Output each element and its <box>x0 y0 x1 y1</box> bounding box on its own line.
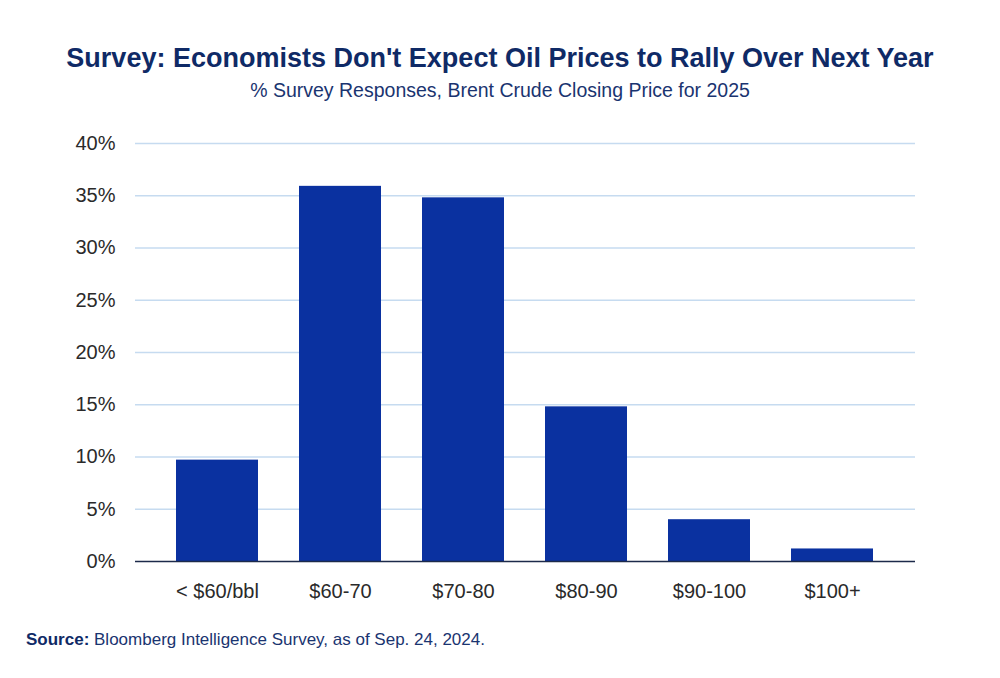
svg-text:$90-100: $90-100 <box>673 580 746 602</box>
svg-text:< $60/bbl: < $60/bbl <box>176 580 259 602</box>
svg-text:35%: 35% <box>75 184 115 206</box>
svg-text:15%: 15% <box>75 393 115 415</box>
svg-text:$70-80: $70-80 <box>432 580 494 602</box>
svg-text:$100+: $100+ <box>804 580 860 602</box>
svg-text:30%: 30% <box>75 236 115 258</box>
svg-text:$80-90: $80-90 <box>555 580 617 602</box>
html-text:Survey: Economists Don't Expec: Survey: Economists Don't Expect Oil Pric… <box>66 43 934 73</box>
svg-text:5%: 5% <box>87 498 116 520</box>
html-text:% Survey Responses, Brent Crud: % Survey Responses, Brent Crude Closing … <box>250 79 750 101</box>
svg-text:$60-70: $60-70 <box>309 580 371 602</box>
html-text:Source: Bloomberg Intelligence: Source: Bloomberg Intelligence Survey, a… <box>26 630 485 649</box>
svg-text:10%: 10% <box>75 445 115 467</box>
svg-text:25%: 25% <box>75 289 115 311</box>
svg-text:0%: 0% <box>87 550 116 572</box>
svg-text:40%: 40% <box>75 132 115 154</box>
svg-text:20%: 20% <box>75 341 115 363</box>
